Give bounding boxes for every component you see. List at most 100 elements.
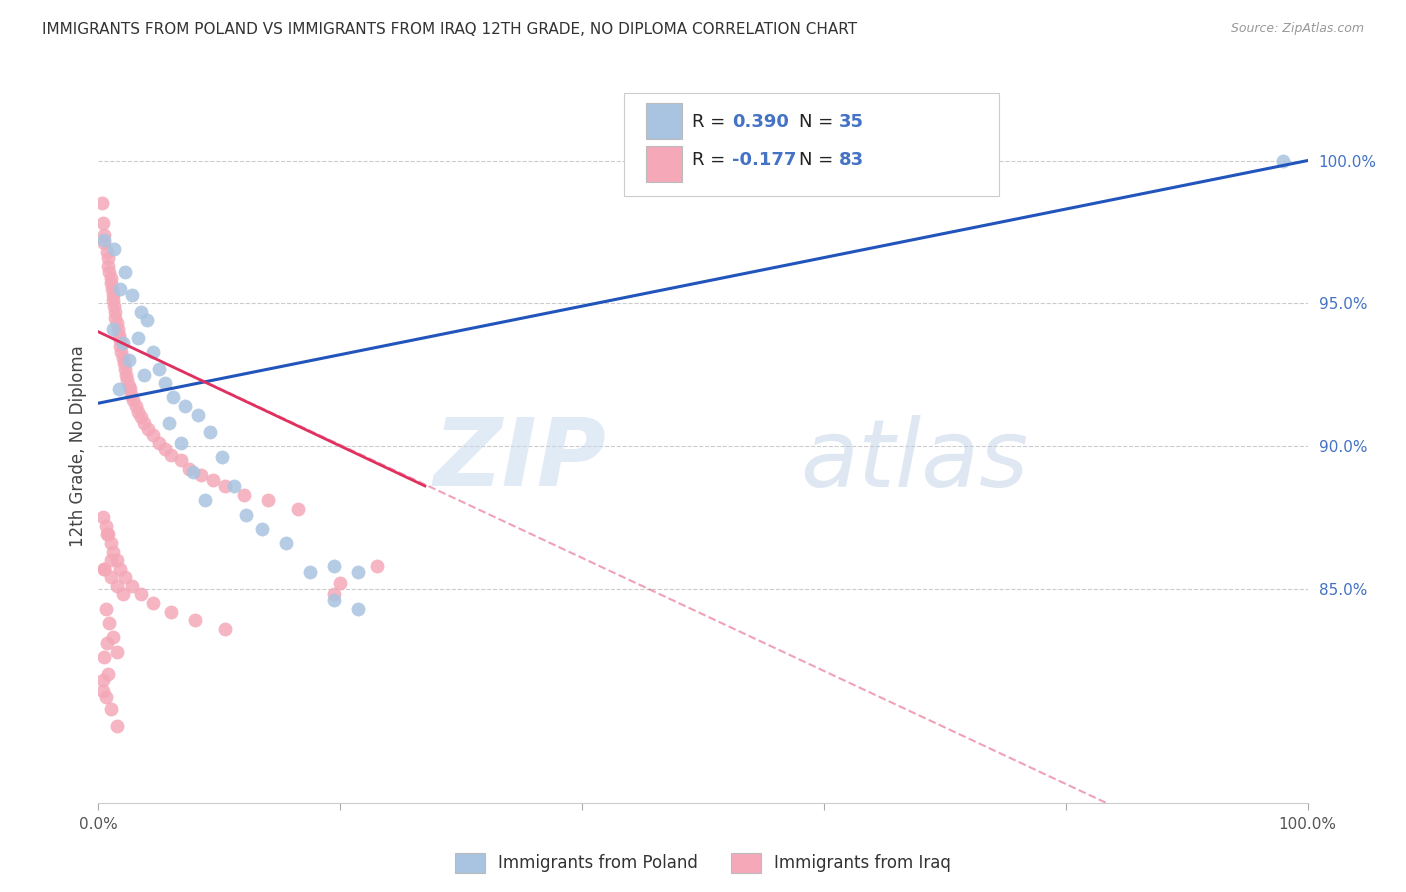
Point [287,501,309,516]
Point [153,442,176,456]
Point [347,565,370,579]
Point [129,587,152,601]
Point [111,351,134,365]
Point [323,587,346,601]
Point [101,293,124,308]
Point [94,690,117,705]
Point [118,382,141,396]
Point [96,636,118,650]
Point [100,701,122,715]
Point [157,416,180,430]
Point [323,593,346,607]
Point [135,313,157,327]
Point [93,562,115,576]
Text: N =: N = [799,112,838,131]
Text: N =: N = [799,152,838,169]
Point [127,330,149,344]
Point [114,265,136,279]
Point [105,553,128,567]
Point [93,227,115,242]
Point [104,305,127,319]
Point [111,336,134,351]
Point [120,387,142,401]
Point [174,399,197,413]
FancyBboxPatch shape [647,103,682,139]
Point [100,277,122,291]
Point [100,570,122,584]
Point [115,368,138,382]
Point [160,448,183,462]
Point [108,327,131,342]
Y-axis label: 12th Grade, No Diploma: 12th Grade, No Diploma [69,345,87,547]
Point [96,527,118,541]
Point [329,576,352,591]
Point [194,493,217,508]
Point [121,579,143,593]
Point [125,399,148,413]
Point [105,644,128,658]
Point [160,605,183,619]
Point [118,379,141,393]
Point [235,508,257,522]
Point [91,510,114,524]
Point [187,408,209,422]
Point [142,427,165,442]
Point [108,562,131,576]
Text: atlas: atlas [800,415,1028,506]
Point [105,719,128,733]
Point [299,565,322,579]
Point [91,216,114,230]
Point [110,344,132,359]
Point [250,522,273,536]
Point [91,196,114,211]
Point [101,322,124,336]
Point [347,601,370,615]
Point [198,425,221,439]
Point [108,339,131,353]
Point [103,242,125,256]
Text: R =: R = [692,152,731,169]
Point [93,236,115,251]
Point [122,393,145,408]
Point [91,684,114,698]
Point [181,465,204,479]
Point [190,467,212,482]
Point [114,570,136,584]
Point [121,287,143,301]
Point [129,305,152,319]
Point [97,527,120,541]
Text: 0.390: 0.390 [733,112,789,131]
Point [222,479,245,493]
Point [148,362,170,376]
Text: IMMIGRANTS FROM POLAND VS IMMIGRANTS FROM IRAQ 12TH GRADE, NO DIPLOMA CORRELATIO: IMMIGRANTS FROM POLAND VS IMMIGRANTS FRO… [42,22,858,37]
Point [107,322,129,336]
Point [136,422,159,436]
Legend: Immigrants from Poland, Immigrants from Iraq: Immigrants from Poland, Immigrants from … [449,847,957,880]
Point [256,493,278,508]
Point [112,356,135,370]
Text: ZIP: ZIP [433,414,606,507]
Point [100,536,122,550]
Point [93,234,115,248]
Point [100,270,122,285]
Point [111,587,134,601]
Point [97,251,120,265]
Point [232,487,254,501]
Point [91,673,114,687]
Text: 35: 35 [838,112,863,131]
Point [134,368,156,382]
FancyBboxPatch shape [624,93,1000,196]
Point [100,553,122,567]
Point [94,601,117,615]
Point [202,473,225,487]
Point [101,287,124,301]
FancyBboxPatch shape [647,146,682,182]
Point [214,622,236,636]
Point [117,373,139,387]
Point [114,362,136,376]
Point [162,391,184,405]
Point [105,579,128,593]
Point [323,558,346,573]
Point [94,519,117,533]
Point [169,453,191,467]
